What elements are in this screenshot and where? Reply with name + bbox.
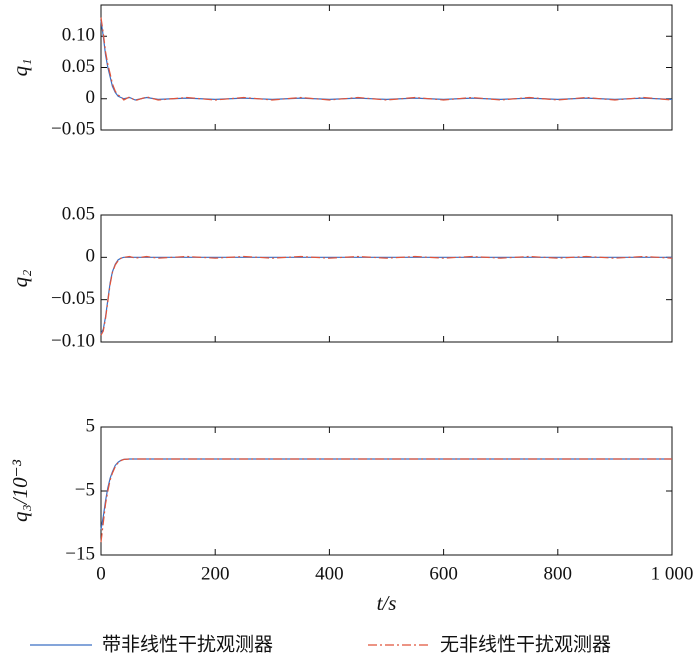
y-axis-label: q₁ bbox=[8, 59, 32, 77]
x-tick-label: 200 bbox=[201, 563, 230, 584]
plot-frame bbox=[100, 4, 673, 131]
x-tick-label: 0 bbox=[96, 563, 106, 584]
y-tick-label: −5 bbox=[75, 479, 95, 500]
y-axis-label: q₂ bbox=[8, 270, 32, 288]
legend-text: 无非线性干扰观测器 bbox=[440, 634, 611, 656]
series-line bbox=[100, 458, 672, 530]
x-tick-label: 1 000 bbox=[651, 563, 694, 584]
series-line bbox=[100, 256, 672, 334]
x-tick-label: 800 bbox=[544, 563, 573, 584]
y-tick-label: 0 bbox=[86, 87, 96, 108]
x-tick-label: 600 bbox=[429, 563, 458, 584]
series-line bbox=[100, 255, 673, 336]
y-tick-label: −0.05 bbox=[51, 118, 95, 139]
series-line bbox=[100, 17, 673, 102]
y-tick-label: 0.05 bbox=[62, 203, 95, 224]
y-tick-label: 0.10 bbox=[62, 25, 95, 46]
plot-frame bbox=[100, 214, 673, 343]
y-tick-label: −0.05 bbox=[51, 288, 95, 309]
y-axis-label: q₃/10⁻³ bbox=[8, 459, 32, 522]
y-tick-label: −15 bbox=[65, 543, 95, 564]
x-tick-label: 400 bbox=[315, 563, 344, 584]
y-tick-label: 5 bbox=[86, 415, 96, 436]
legend-text: 带非线性干扰观测器 bbox=[102, 634, 273, 656]
y-tick-label: 0 bbox=[86, 246, 96, 267]
x-axis-label: t/s bbox=[377, 591, 397, 615]
series-line bbox=[100, 458, 672, 543]
series-line bbox=[100, 20, 673, 101]
y-tick-label: 0.05 bbox=[62, 56, 95, 77]
y-tick-label: −0.10 bbox=[51, 330, 95, 351]
plot-frame bbox=[100, 426, 673, 556]
